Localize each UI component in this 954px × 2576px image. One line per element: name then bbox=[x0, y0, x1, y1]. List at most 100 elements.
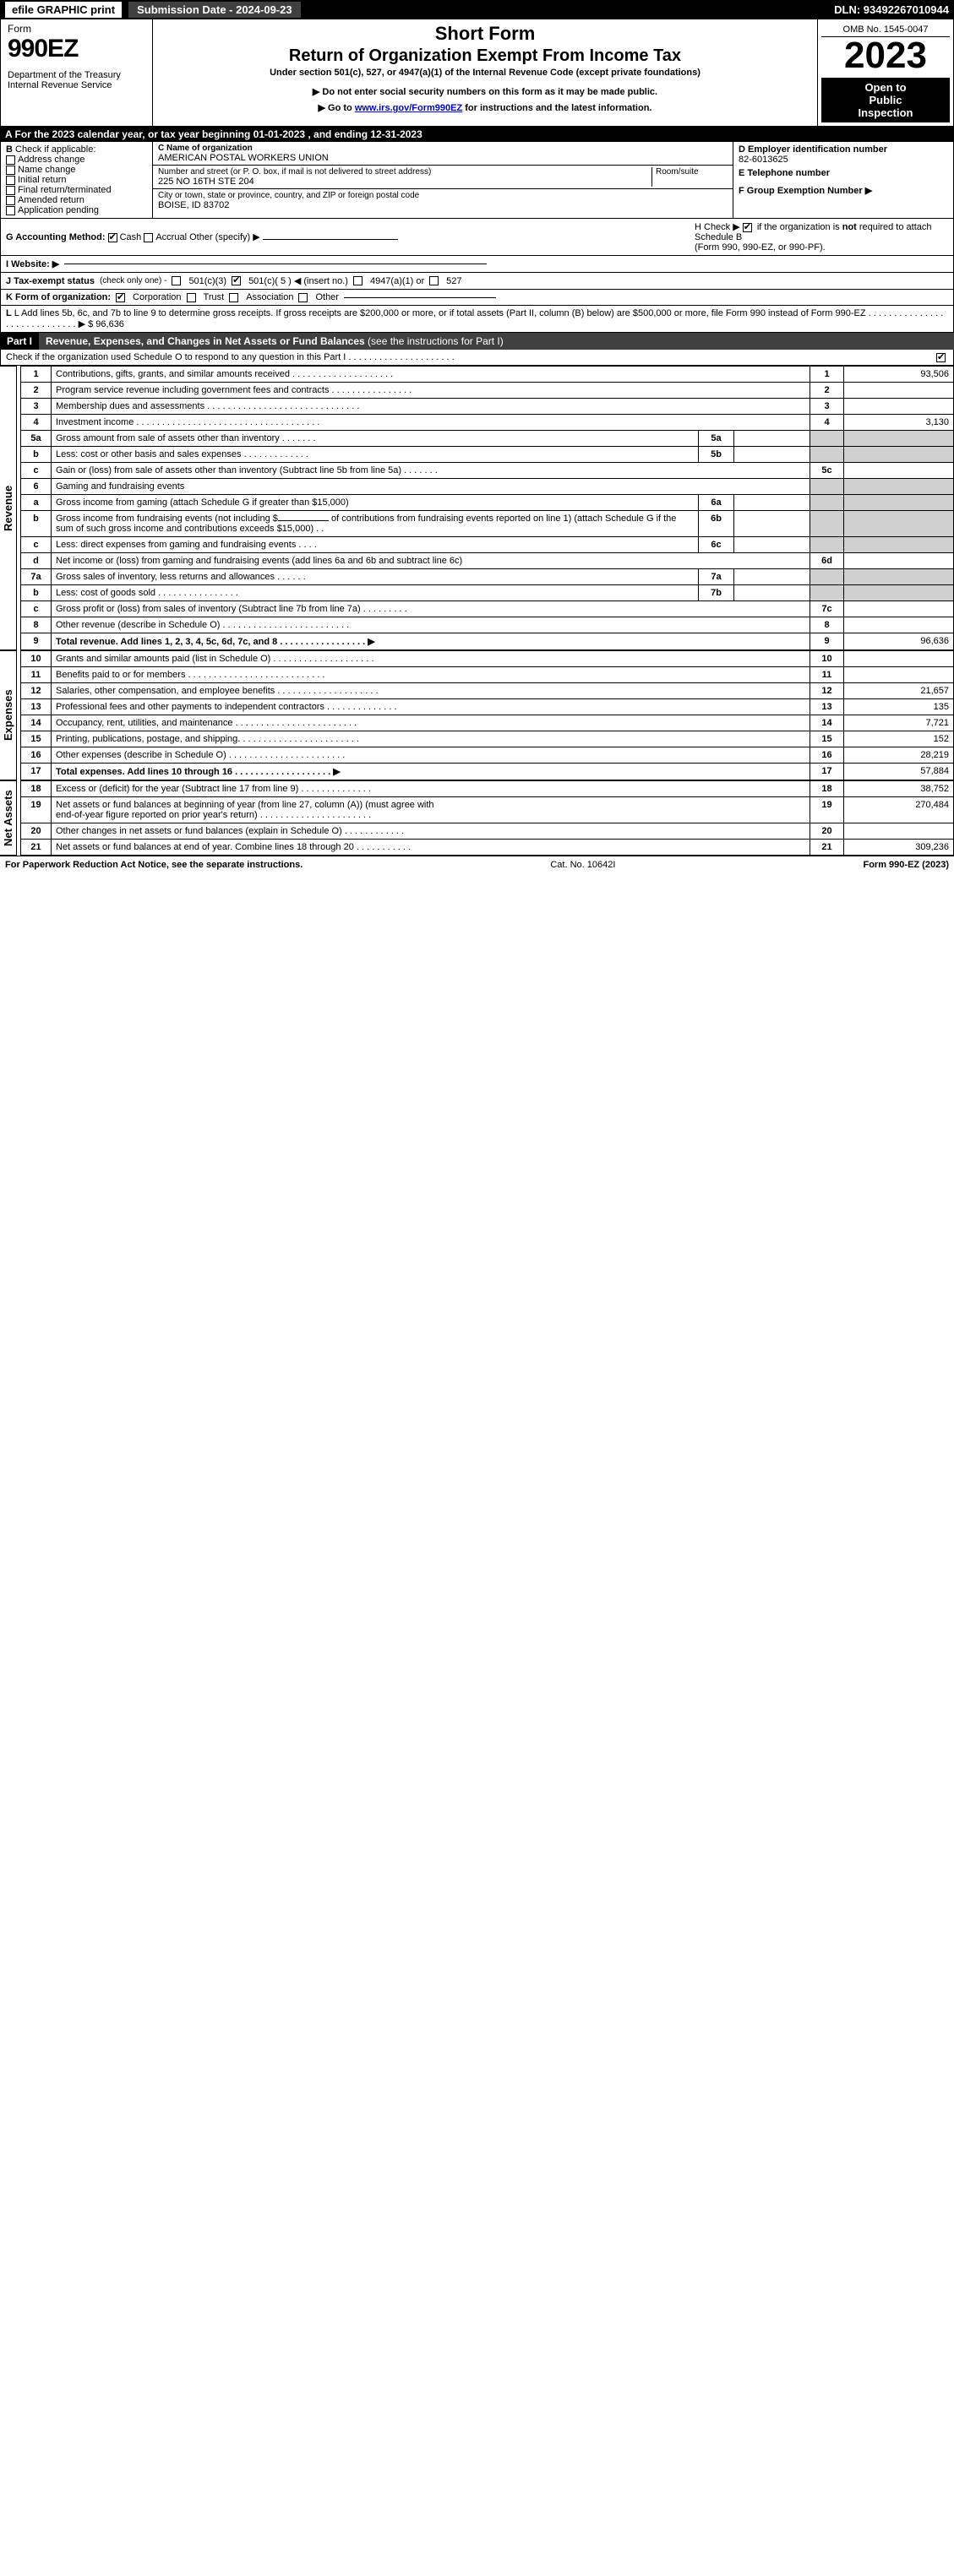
line-7a-desc: Gross sales of inventory, less returns a… bbox=[52, 569, 699, 585]
checkbox-accrual[interactable] bbox=[144, 233, 153, 242]
j-label: J Tax-exempt status bbox=[6, 276, 95, 286]
checkbox-501c3[interactable] bbox=[172, 276, 181, 285]
line-15-amt: 152 bbox=[844, 731, 954, 747]
opt-cash: Cash bbox=[120, 232, 142, 242]
line-21: 21Net assets or fund balances at end of … bbox=[21, 840, 954, 856]
opt-app-pending: Application pending bbox=[18, 205, 99, 215]
checkbox-h[interactable] bbox=[743, 223, 752, 232]
line-6a-num: a bbox=[21, 495, 52, 511]
line-5b-num: b bbox=[21, 447, 52, 463]
opt-other-org: Other bbox=[315, 292, 339, 302]
checkbox-trust[interactable] bbox=[187, 293, 196, 302]
line-7b-box bbox=[810, 585, 844, 601]
line-5a: 5aGross amount from sale of assets other… bbox=[21, 431, 954, 447]
line-14-amt: 7,721 bbox=[844, 715, 954, 731]
checkbox-527[interactable] bbox=[429, 276, 439, 285]
room-label: Room/suite bbox=[656, 167, 728, 177]
expenses-table: 10Grants and similar amounts paid (list … bbox=[20, 650, 954, 780]
opt-trust: Trust bbox=[204, 292, 225, 302]
line-15: 15Printing, publications, postage, and s… bbox=[21, 731, 954, 747]
line-9: 9Total revenue. Add lines 1, 2, 3, 4, 5c… bbox=[21, 633, 954, 650]
line-19-num: 19 bbox=[21, 797, 52, 823]
checkbox-final-return[interactable] bbox=[6, 186, 15, 195]
footer-left: For Paperwork Reduction Act Notice, see … bbox=[5, 860, 303, 870]
line-7b-num: b bbox=[21, 585, 52, 601]
expenses-vert-label: Expenses bbox=[0, 650, 17, 780]
other-org-input[interactable] bbox=[344, 297, 496, 298]
net-assets-vert-label: Net Assets bbox=[0, 780, 17, 856]
checkbox-corp[interactable] bbox=[116, 293, 125, 302]
line-8-amt bbox=[844, 617, 954, 633]
line-6b-input[interactable] bbox=[278, 520, 329, 521]
h-post2: (Form 990, 990-EZ, or 990-PF). bbox=[695, 242, 826, 253]
line-15-box: 15 bbox=[810, 731, 844, 747]
opt-501c: 501(c)( 5 ) ◀ (insert no.) bbox=[248, 275, 348, 286]
line-9-box: 9 bbox=[810, 633, 844, 650]
checkbox-application-pending[interactable] bbox=[6, 206, 15, 215]
part-1-header: Part I Revenue, Expenses, and Changes in… bbox=[0, 333, 954, 350]
line-11-amt bbox=[844, 667, 954, 683]
top-bar-left: efile GRAPHIC print Submission Date - 20… bbox=[5, 2, 301, 18]
part-1-title-bold: Revenue, Expenses, and Changes in Net As… bbox=[46, 335, 365, 347]
header-right: OMB No. 1545-0047 2023 Open to Public In… bbox=[818, 19, 953, 126]
checkbox-address-change[interactable] bbox=[6, 155, 15, 165]
line-9-num: 9 bbox=[21, 633, 52, 650]
line-11: 11Benefits paid to or for members . . . … bbox=[21, 667, 954, 683]
opt-other-specify: Other (specify) ▶ bbox=[189, 232, 260, 242]
line-12-box: 12 bbox=[810, 683, 844, 699]
line-18: 18Excess or (deficit) for the year (Subt… bbox=[21, 781, 954, 797]
checkbox-amended[interactable] bbox=[6, 196, 15, 205]
part-1-check-row: Check if the organization used Schedule … bbox=[0, 350, 954, 366]
h-pre: H Check ▶ bbox=[695, 222, 740, 232]
line-8-box: 8 bbox=[810, 617, 844, 633]
line-7c-amt bbox=[844, 601, 954, 617]
line-3-amt bbox=[844, 399, 954, 415]
line-16-box: 16 bbox=[810, 747, 844, 764]
checkbox-4947[interactable] bbox=[353, 276, 363, 285]
form-word: Form bbox=[8, 23, 145, 35]
line-20-box: 20 bbox=[810, 823, 844, 840]
line-21-amt: 309,236 bbox=[844, 840, 954, 856]
line-20-desc: Other changes in net assets or fund bala… bbox=[52, 823, 810, 840]
line-15-desc: Printing, publications, postage, and shi… bbox=[52, 731, 810, 747]
submission-date: Submission Date - 2024-09-23 bbox=[128, 2, 301, 18]
line-1: 1Contributions, gifts, grants, and simil… bbox=[21, 367, 954, 383]
f-label: F Group Exemption Number ▶ bbox=[739, 185, 948, 196]
line-12-desc: Salaries, other compensation, and employ… bbox=[52, 683, 810, 699]
line-4-box: 4 bbox=[810, 415, 844, 431]
line-6b-box bbox=[810, 511, 844, 537]
checkbox-other-org[interactable] bbox=[298, 293, 308, 302]
line-10: 10Grants and similar amounts paid (list … bbox=[21, 651, 954, 667]
line-14-num: 14 bbox=[21, 715, 52, 731]
checkbox-cash[interactable] bbox=[108, 233, 117, 242]
line-6c-desc: Less: direct expenses from gaming and fu… bbox=[52, 537, 699, 553]
line-7c: cGross profit or (loss) from sales of in… bbox=[21, 601, 954, 617]
form-header: Form 990EZ Department of the Treasury In… bbox=[0, 19, 954, 127]
opt-corp: Corporation bbox=[133, 292, 181, 302]
irs-link[interactable]: www.irs.gov/Form990EZ bbox=[355, 103, 462, 113]
checkbox-assoc[interactable] bbox=[229, 293, 238, 302]
checkbox-schedule-o-part1[interactable] bbox=[936, 353, 946, 362]
line-16-num: 16 bbox=[21, 747, 52, 764]
checkbox-initial-return[interactable] bbox=[6, 176, 15, 185]
line-5c-num: c bbox=[21, 463, 52, 479]
line-5a-desc: Gross amount from sale of assets other t… bbox=[52, 431, 699, 447]
line-18-box: 18 bbox=[810, 781, 844, 797]
line-14-box: 14 bbox=[810, 715, 844, 731]
line-6b-d1: Gross income from fundraising events (no… bbox=[56, 514, 278, 524]
line-7b-sub: 7b bbox=[699, 585, 734, 601]
checkbox-501c[interactable] bbox=[232, 276, 241, 285]
column-d-e-f: D Employer identification number 82-6013… bbox=[733, 142, 953, 218]
other-specify-input[interactable] bbox=[263, 239, 398, 240]
column-b: B Check if applicable: Address change Na… bbox=[1, 142, 153, 218]
efile-print-button[interactable]: efile GRAPHIC print bbox=[5, 2, 122, 18]
checkbox-name-change[interactable] bbox=[6, 166, 15, 175]
ein-value: 82-6013625 bbox=[739, 155, 948, 165]
line-21-num: 21 bbox=[21, 840, 52, 856]
line-6d-box: 6d bbox=[810, 553, 844, 569]
line-6d-amt bbox=[844, 553, 954, 569]
k-label: K Form of organization: bbox=[6, 292, 111, 302]
goto-note: ▶ Go to www.irs.gov/Form990EZ for instru… bbox=[161, 102, 809, 113]
line-10-num: 10 bbox=[21, 651, 52, 667]
line-6c-box bbox=[810, 537, 844, 553]
